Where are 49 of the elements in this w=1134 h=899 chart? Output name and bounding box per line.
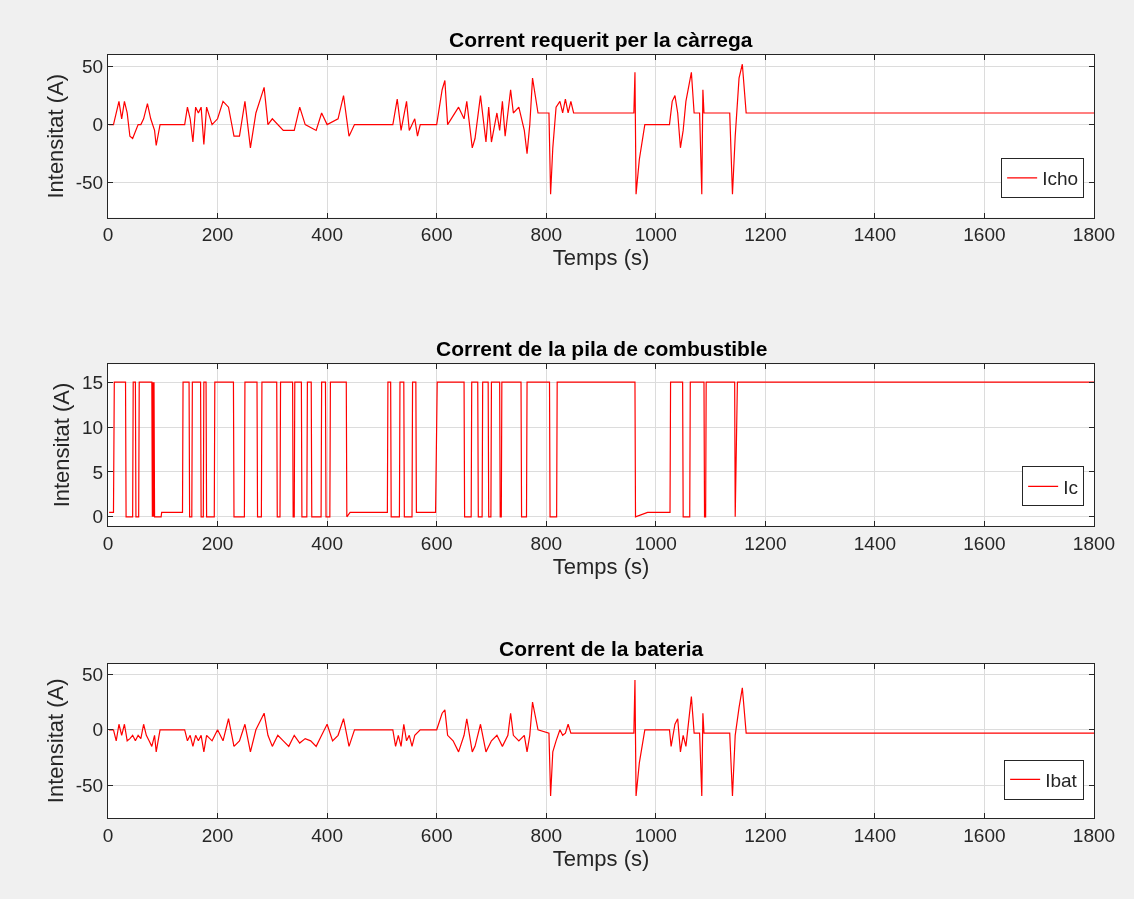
y-tick-label: 5 [92, 461, 104, 483]
x-tick-label: 800 [530, 532, 563, 554]
x-tick-label: 600 [420, 224, 453, 246]
x-tick-label: 400 [311, 824, 343, 846]
x-tick-label: 1400 [853, 224, 897, 246]
x-tick-label: 1800 [1072, 532, 1116, 554]
chart-title: Corrent de la bateria [499, 637, 704, 660]
x-tick-label: 1200 [744, 532, 787, 554]
x-axis-title: Temps (s) [552, 553, 650, 579]
x-tick-label: 1000 [634, 824, 677, 846]
y-axis-title: Intensitat (A) [42, 73, 68, 199]
y-tick-label: 15 [82, 371, 104, 393]
x-axis-title: Temps (s) [552, 245, 650, 271]
x-tick-label: 1000 [634, 532, 677, 554]
x-tick-label: 1400 [853, 532, 897, 554]
x-tick-label: 1000 [634, 224, 677, 246]
x-tick-label: 800 [530, 824, 563, 846]
y-tick-label: 50 [82, 56, 104, 78]
x-tick-label: 800 [530, 224, 563, 246]
x-tick-label: 1200 [744, 224, 787, 246]
x-tick-label: 1600 [963, 224, 1006, 246]
x-tick-label: 1800 [1072, 824, 1116, 846]
x-axis-title: Temps (s) [552, 845, 650, 871]
x-tick-label: 400 [311, 224, 343, 246]
x-tick-label: 200 [201, 224, 234, 246]
chart-title: Corrent de la pila de combustible [436, 337, 768, 360]
y-axis-title: Intensitat (A) [42, 678, 68, 804]
x-tick-label: 1200 [744, 824, 787, 846]
y-axis-title: Intensitat (A) [48, 382, 74, 508]
legend-label: Ic [1063, 476, 1078, 498]
y-tick-label: 0 [92, 719, 104, 741]
y-tick-label: 0 [92, 506, 104, 528]
x-tick-label: 1400 [853, 824, 897, 846]
x-tick-label: 200 [201, 824, 234, 846]
y-tick-label: 10 [82, 416, 104, 438]
x-tick-label: 400 [311, 532, 343, 554]
y-tick-label: -50 [75, 774, 104, 796]
legend-label: Icho [1042, 168, 1079, 190]
x-tick-label: 600 [420, 532, 453, 554]
x-tick-label: 1600 [963, 824, 1006, 846]
y-tick-label: -50 [75, 172, 104, 194]
x-tick-label: 1600 [963, 532, 1006, 554]
y-tick-label: 50 [82, 664, 104, 686]
x-tick-label: 1800 [1072, 224, 1116, 246]
legend-label: Ibat [1045, 769, 1078, 791]
x-tick-label: 600 [420, 824, 453, 846]
x-tick-label: 200 [201, 532, 234, 554]
chart-title: Corrent requerit per la càrrega [449, 28, 753, 51]
y-tick-label: 0 [92, 114, 104, 136]
